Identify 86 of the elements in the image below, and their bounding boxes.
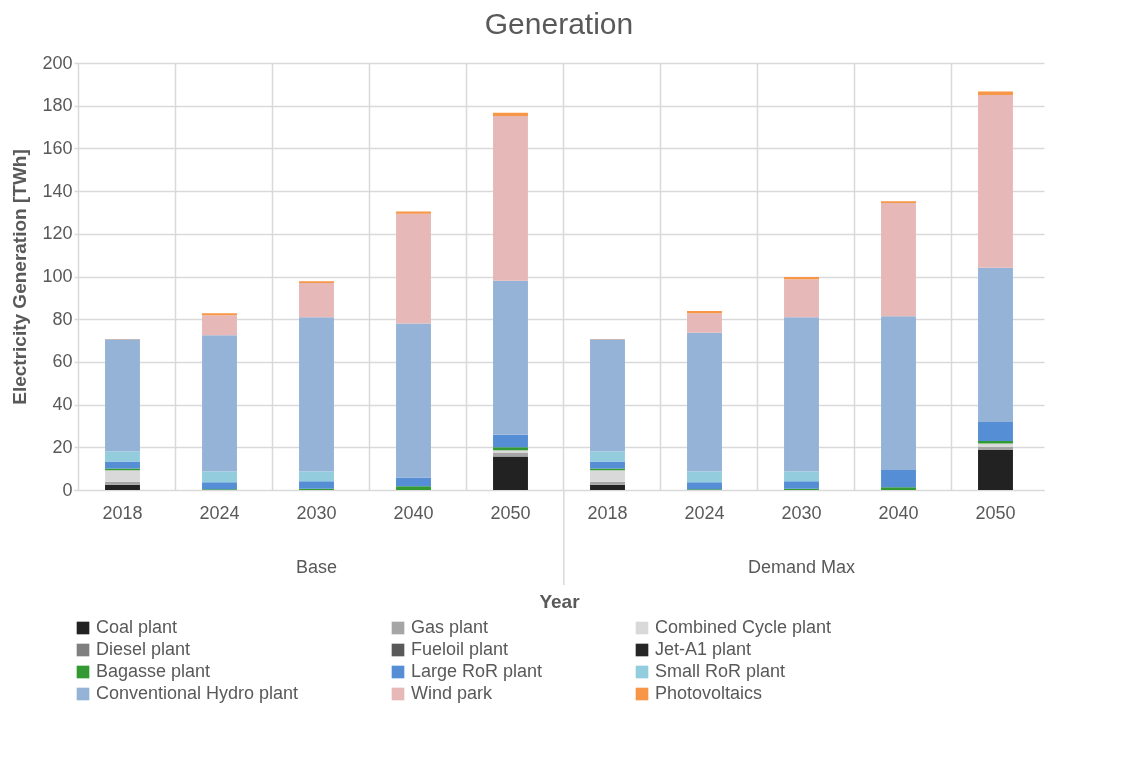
y-axis-title: Electricity Generation [TWh]: [9, 149, 31, 405]
x-tick-label: 2018: [102, 502, 143, 523]
y-tick-label: 100: [42, 266, 73, 286]
bar: [978, 450, 1013, 490]
y-tick-label: 20: [52, 436, 73, 457]
text: Base: [295, 557, 338, 577]
bar: [784, 471, 819, 482]
y-tick-label: 80: [52, 308, 73, 329]
bar: [299, 471, 334, 482]
x-tick-label: 2050: [490, 502, 531, 523]
bar: [493, 115, 528, 281]
legend-label: Diesel plant: [96, 639, 191, 659]
y-tick-label: 140: [42, 180, 73, 201]
bar: [493, 456, 528, 490]
legend-label: Bagasse plant: [96, 661, 211, 681]
bar: [105, 470, 140, 482]
bar: [687, 311, 722, 314]
bar: [881, 469, 916, 488]
bar: [590, 461, 625, 469]
legend-label: Coal plant: [96, 617, 178, 637]
x-tick-label: 2040: [878, 502, 919, 523]
legend-label: Combined Cycle plant: [655, 617, 832, 637]
bar: [784, 279, 819, 318]
bar: [396, 213, 431, 324]
y-tick-label: 160: [42, 137, 73, 158]
x-tick-label: 2024: [684, 502, 725, 523]
x-tick-label: 2018: [587, 502, 628, 523]
legend-label: Photovoltaics: [655, 683, 763, 703]
bar: [396, 486, 431, 490]
bar: [978, 95, 1013, 268]
bar: [202, 471, 237, 483]
legend-label: Conventional Hydro plant: [96, 683, 299, 703]
legend-label: Small RoR plant: [655, 661, 786, 681]
bar: [299, 283, 334, 318]
bar: [202, 335, 237, 472]
bar: [493, 434, 528, 448]
bar: [881, 316, 916, 470]
bar: [590, 481, 625, 485]
bar: [493, 112, 528, 116]
bar: [687, 313, 722, 333]
bar: [881, 203, 916, 317]
bar: [396, 323, 431, 478]
y-tick-label: 40: [52, 394, 73, 415]
bar: [105, 484, 140, 490]
bar: [590, 484, 625, 490]
x-tick-label: 2030: [781, 502, 822, 523]
bar: [202, 482, 237, 490]
bar: [590, 470, 625, 482]
y-tick-label: 180: [42, 95, 73, 116]
bar: [784, 317, 819, 472]
y-tick-label: 60: [52, 351, 73, 372]
bar: [396, 211, 431, 214]
bar: [978, 446, 1013, 451]
bar: [784, 481, 819, 489]
x-tick-label: 2040: [393, 502, 434, 523]
bar: [299, 481, 334, 489]
bar: [299, 317, 334, 472]
x-tick-label: 2050: [975, 502, 1016, 523]
bar: [590, 451, 625, 462]
x-tick-label: 2030: [296, 502, 337, 523]
bar: [590, 339, 625, 452]
x-tick-label: 2024: [199, 502, 240, 523]
legend-label: Jet-A1 plant: [655, 639, 752, 659]
y-tick-label: 0: [62, 479, 73, 500]
bar: [105, 481, 140, 485]
text: Demand Max: [747, 557, 856, 577]
y-tick-label: 120: [42, 223, 73, 244]
legend-label: Fueloil plant: [411, 639, 509, 659]
bar: [687, 471, 722, 483]
legend-label: Gas plant: [411, 617, 489, 637]
x-axis-title: Year: [539, 590, 581, 612]
bar: [105, 451, 140, 462]
bar: [881, 487, 916, 490]
legend-label: Large RoR plant: [411, 661, 543, 681]
bar: [493, 280, 528, 435]
chart-title: Generation: [484, 7, 634, 40]
bar: [396, 477, 431, 487]
bar: [978, 267, 1013, 422]
bar: [687, 482, 722, 490]
bar: [105, 339, 140, 452]
bar: [978, 421, 1013, 442]
bar: [202, 315, 237, 336]
bar: [687, 332, 722, 472]
legend-label: Wind park: [411, 683, 494, 703]
bar: [105, 461, 140, 469]
y-tick-label: 200: [42, 52, 73, 73]
